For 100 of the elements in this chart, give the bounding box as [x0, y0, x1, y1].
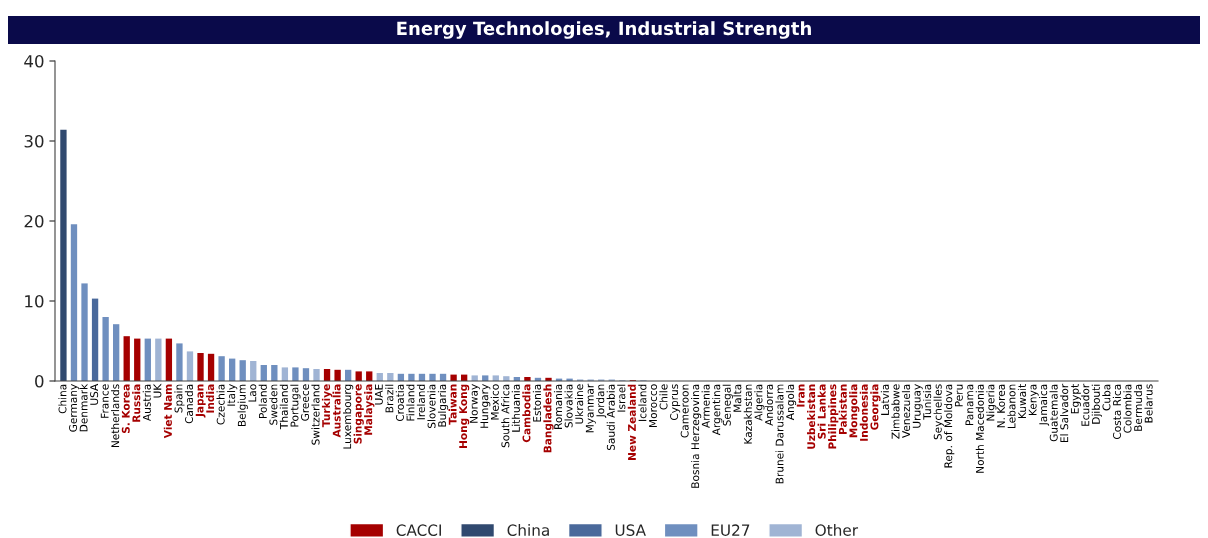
x-tick-label: Slovakia — [564, 384, 573, 428]
x-tick-label: Jamaica — [1039, 384, 1050, 426]
x-tick-label: Russia — [132, 384, 141, 422]
x-tick-label: Israel — [617, 384, 626, 412]
x-tick-label: Lebanon — [1007, 384, 1016, 428]
x-tick-label: Costa Rica — [1112, 384, 1121, 440]
x-tick-label: Cameroon — [680, 384, 689, 438]
x-tick-label: Taiwan — [448, 384, 457, 425]
x-tick-label: Panama — [965, 384, 974, 426]
x-tick-label: Egypt — [1070, 384, 1081, 414]
x-tick-label: N. Korea — [997, 384, 1005, 428]
x-tick-label: Japan — [195, 384, 206, 418]
x-tick-label: New Zealand — [627, 384, 636, 460]
x-tick-label: Kenya — [1028, 384, 1039, 416]
x-tick-label: Ireland — [416, 384, 426, 420]
x-tick-label: Slovenia — [427, 384, 436, 429]
x-tick-label: Spain — [174, 384, 185, 413]
x-tick-label: Venezuela — [901, 384, 911, 438]
x-tick-label: Portugal — [290, 384, 301, 427]
x-tick-label: Iceland — [638, 384, 647, 421]
x-tick-label: UAE — [375, 384, 383, 405]
chart-title: Energy Technologies, Industrial Strength — [397, 21, 811, 39]
x-tick-label: Sweden — [269, 384, 278, 425]
x-tick-label: Senegal — [722, 384, 733, 426]
y-tick-label: 20 — [24, 214, 44, 228]
x-tick-label: Tunisia — [923, 384, 932, 420]
x-tick-label: Greece — [301, 384, 310, 421]
x-tick-label: Netherlands — [111, 384, 120, 448]
x-tick-label: Uruguay — [912, 384, 923, 428]
x-tick-label: Jordan — [596, 384, 607, 418]
x-tick-label: Viet Nam — [163, 384, 172, 439]
x-tick-label: Czechia — [216, 384, 225, 425]
legend-label: Other — [815, 524, 859, 536]
x-tick-label: Malaysia — [364, 384, 375, 435]
x-tick-label: India — [205, 384, 215, 413]
x-tick-label: Andorra — [764, 384, 774, 426]
x-tick-label: Latvia — [880, 384, 889, 415]
x-tick-label: Norway — [469, 384, 480, 423]
x-tick-label: Kazakhstan — [743, 384, 752, 444]
x-tick-label: Denmark — [79, 383, 88, 432]
x-tick-label: Hungary — [480, 384, 491, 428]
x-tick-label: Sri Lanka — [817, 384, 826, 439]
x-tick-label: Morocco — [649, 384, 658, 427]
y-tick-label: 0 — [35, 374, 44, 388]
x-tick-label: Cyprus — [670, 384, 681, 421]
x-tick-label: Croatia — [395, 384, 404, 422]
x-tick-label: Myanmar — [585, 383, 596, 433]
legend-label: EU27 — [711, 524, 750, 536]
x-tick-label: Hong Kong — [459, 384, 470, 448]
x-tick-label: Malta — [733, 384, 742, 412]
legend-label: CACCI — [396, 524, 441, 536]
x-tick-label: Estonia — [532, 384, 542, 422]
x-tick-label: South Africa — [501, 384, 510, 448]
x-tick-label: Bulgaria — [437, 384, 449, 427]
x-tick-label: Armenia — [701, 384, 710, 428]
x-tick-label: Nigeria — [986, 384, 997, 421]
legend-label: USA — [615, 524, 646, 536]
x-tick-label: Bosnia Herzegovina — [691, 384, 702, 488]
x-tick-label: Brunei Darussalam — [775, 384, 784, 484]
y-tick-label: 40 — [24, 54, 44, 68]
x-tick-label: Canada — [184, 384, 194, 424]
x-tick-label: Germany — [69, 384, 80, 432]
x-tick-label: Guatemala — [1049, 384, 1058, 442]
x-tick-label: Singapore — [353, 384, 364, 444]
x-tick-label: Lao — [248, 384, 257, 402]
x-tick-label: Austria — [142, 384, 151, 421]
x-tick-label: Brazil — [385, 384, 394, 413]
x-tick-label: Rep. of Moldova — [944, 384, 955, 468]
y-tick-label: 10 — [25, 294, 44, 308]
x-tick-label: Cambodia — [522, 384, 531, 443]
x-tick-label: USA — [90, 383, 99, 405]
x-tick-label: Saudi Arabia — [606, 384, 615, 451]
x-tick-label: Australia — [332, 384, 341, 438]
x-tick-label: UK — [153, 383, 162, 398]
y-tick-label: 30 — [24, 134, 44, 148]
x-tick-label: Luxembourg — [343, 384, 354, 449]
x-tick-label: Philippines — [828, 384, 839, 449]
x-tick-label: Italy — [227, 384, 238, 406]
x-tick-label: Romania — [553, 384, 563, 429]
x-tick-label: Belgium — [237, 384, 248, 427]
x-tick-label: Poland — [258, 384, 267, 418]
x-tick-label: Cuba — [1102, 384, 1111, 411]
x-tick-label: Switzerland — [311, 384, 320, 445]
x-tick-label: Seychelles — [933, 384, 944, 440]
x-tick-label: Iran — [796, 384, 805, 407]
x-tick-label: France — [100, 384, 109, 418]
x-tick-label: Bermuda — [1133, 384, 1143, 431]
x-tick-label: Zimbabwe — [891, 384, 900, 439]
x-tick-label: Peru — [954, 384, 963, 407]
x-tick-label: Angola — [785, 384, 797, 421]
x-tick-label: Pakistan — [838, 384, 847, 434]
legend-label: China — [507, 524, 549, 536]
x-tick-label: Lithuania — [511, 384, 520, 432]
x-tick-label: Kuwait — [1017, 384, 1027, 418]
x-tick-label: North Macedonia — [975, 384, 984, 473]
x-tick-label: Djibouti — [1091, 384, 1102, 424]
x-tick-label: Chile — [659, 384, 668, 410]
x-tick-label: Bangladesh — [543, 384, 554, 453]
x-tick-label: S. Korea — [121, 384, 130, 434]
x-tick-label: Turkiye — [321, 384, 333, 428]
